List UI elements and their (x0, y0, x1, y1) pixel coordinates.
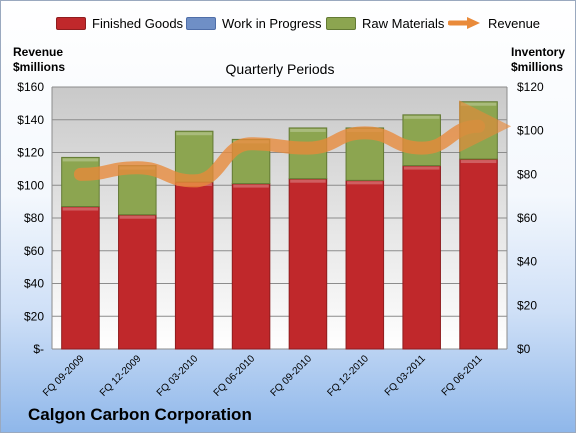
legend-label-raw-materials: Raw Materials (362, 15, 445, 31)
left-tick-label: $40 (24, 277, 44, 291)
right-axis-title-line1: Inventory (511, 45, 566, 59)
x-tick-label: FQ 09-2009 (41, 353, 87, 399)
bar-finished-goods (61, 206, 100, 350)
left-axis-title-line2: $millions (13, 60, 66, 74)
bar-highlight (119, 215, 156, 219)
left-tick-label: $60 (24, 244, 44, 258)
bar-highlight (403, 115, 440, 119)
revenue-line (73, 100, 512, 188)
left-tick-label: $80 (24, 211, 44, 225)
right-tick-label: $120 (517, 80, 544, 94)
bar-finished-goods (118, 214, 157, 350)
legend-swatch-work-in-progress (186, 16, 216, 30)
left-tick-label: $100 (17, 178, 44, 192)
bar-highlight (290, 128, 326, 132)
bar-finished-goods (402, 165, 441, 350)
bar-highlight (176, 132, 212, 136)
left-axis-title-line1: Revenue (13, 45, 64, 59)
bar-highlight (290, 179, 326, 183)
bar-highlight (233, 184, 269, 188)
right-tick-label: $80 (517, 167, 537, 181)
right-tick-label: $0 (517, 342, 531, 356)
legend-swatch-raw-materials (326, 16, 356, 30)
right-tick-label: $60 (517, 211, 537, 225)
bar-finished-goods (174, 181, 214, 350)
left-tick-label: $- (33, 342, 44, 356)
bar-raw-materials (61, 156, 100, 208)
legend-label-finished-goods: Finished Goods (92, 15, 184, 31)
right-tick-label: $100 (517, 124, 544, 138)
legend-revenue: Revenue (448, 14, 540, 32)
bar-highlight (460, 102, 497, 106)
bar-highlight (62, 158, 99, 162)
bar-finished-goods (459, 158, 498, 350)
left-tick-label: $20 (24, 309, 44, 323)
x-tick-label: FQ 03-2010 (155, 353, 201, 399)
bars (61, 101, 498, 350)
bar-finished-goods (288, 178, 328, 350)
x-tick-label: FQ 12-2010 (325, 353, 371, 399)
legend-raw-materials: Raw Materials (326, 14, 444, 32)
x-tick-label: FQ 06-2011 (440, 353, 485, 398)
x-tick-label: FQ 03-2011 (383, 353, 428, 398)
legend-label-work-in-progress: Work in Progress (222, 15, 322, 31)
bar-finished-goods (345, 179, 385, 350)
legend-swatch-revenue (448, 16, 482, 30)
company-name: Calgon Carbon Corporation (28, 405, 252, 424)
x-axis: FQ 09-2009 FQ 12-2009 FQ 03-2010 FQ 06-2010… (41, 353, 485, 399)
right-axis-title-line2: $millions (511, 60, 564, 74)
left-tick-label: $140 (17, 113, 44, 127)
right-axis-title: Inventory $millions (511, 45, 565, 75)
left-tick-label: $160 (17, 80, 44, 94)
chart-subtitle: Quarterly Periods (225, 61, 335, 77)
left-axis: $- $20 $40 $60 $80 $100 $120 $140 $160 (17, 80, 44, 356)
bar-highlight (460, 160, 497, 164)
bar-finished-goods (231, 183, 271, 350)
right-tick-label: $40 (517, 255, 537, 269)
right-axis: $0 $20 $40 $60 $80 $100 $120 (517, 80, 544, 356)
x-tick-label: FQ 09-2010 (269, 353, 315, 399)
legend-label-revenue: Revenue (488, 15, 541, 31)
bar-highlight (403, 166, 440, 170)
bar-highlight (62, 207, 99, 211)
x-tick-label: FQ 06-2010 (212, 353, 258, 399)
bar-highlight (347, 181, 383, 185)
left-tick-label: $120 (17, 146, 44, 160)
legend-work-in-progress: Work in Progress (186, 14, 321, 32)
legend-finished-goods: Finished Goods (56, 14, 183, 32)
right-tick-label: $20 (517, 298, 537, 312)
x-tick-label: FQ 12-2009 (98, 353, 144, 399)
revenue-line-path (73, 100, 512, 188)
legend-swatch-finished-goods (56, 16, 86, 30)
left-axis-title: Revenue $millions (13, 45, 65, 75)
